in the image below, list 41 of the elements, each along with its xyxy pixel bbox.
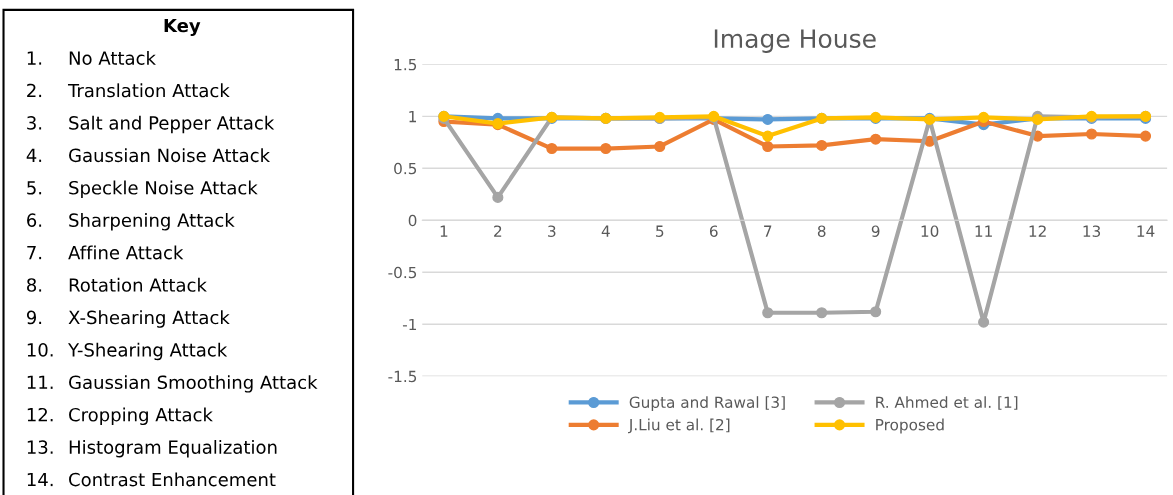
x-tick-label: 7 [764,225,772,237]
text: 9. X-Shearing Attack [26,310,230,328]
text: 4. Gaussian Noise Attack [26,148,271,163]
legend-label: R. Ahmed et al. [1] [876,396,1018,410]
text: 14. Contrast Enhancement [27,472,276,487]
y-tick-label: -1 [402,318,417,331]
legend-label: J.Liu et al. [2] [628,418,730,434]
x-tick-label: 13 [1083,225,1101,237]
text: 8. Rotation Attack [27,277,207,292]
text: Key [164,18,201,36]
text: 11. Gaussian Smoothing Attack [27,375,318,393]
legend-label: Proposed [876,418,944,434]
text: 13. Histogram Equalization [27,439,277,458]
text: 7. Affine Attack [27,245,184,260]
text: 6. Sharpening Attack [27,213,235,231]
x-tick-label: 3 [548,225,556,237]
x-tick-label: 6 [709,225,718,237]
y-tick-label: 0 [408,214,417,227]
x-tick-label: 5 [656,225,664,237]
x-tick-label: 4 [601,225,610,237]
legend-label: Gupta and Rawal [3] [629,396,785,411]
y-tick-label: -0.5 [388,266,417,279]
y-tick-label: 1 [409,110,417,123]
x-tick-label: 1 [440,225,448,237]
x-tick-label: 9 [871,225,880,237]
x-tick-label: 12 [1029,225,1046,237]
x-tick-label: 14 [1137,225,1155,237]
text: 12. Cropping Attack [27,407,213,426]
x-tick-label: 10 [921,225,939,237]
text: 5. Speckle Noise Attack [27,180,258,199]
text: 3. Salt and Pepper Attack [27,115,275,134]
x-tick-label: 8 [817,225,826,237]
text: 2. Translation Attack [27,83,230,98]
x-tick-label: 11 [975,225,992,237]
y-tick-label: -1.5 [388,370,417,383]
y-tick-label: 1.5 [394,59,417,71]
x-tick-label: 2 [494,225,502,237]
text: 10. Y-Shearing Attack [27,342,228,361]
text: 1. No Attack [27,50,156,65]
y-tick-label: 0.5 [394,162,417,175]
chart-title: Image House [714,29,876,53]
